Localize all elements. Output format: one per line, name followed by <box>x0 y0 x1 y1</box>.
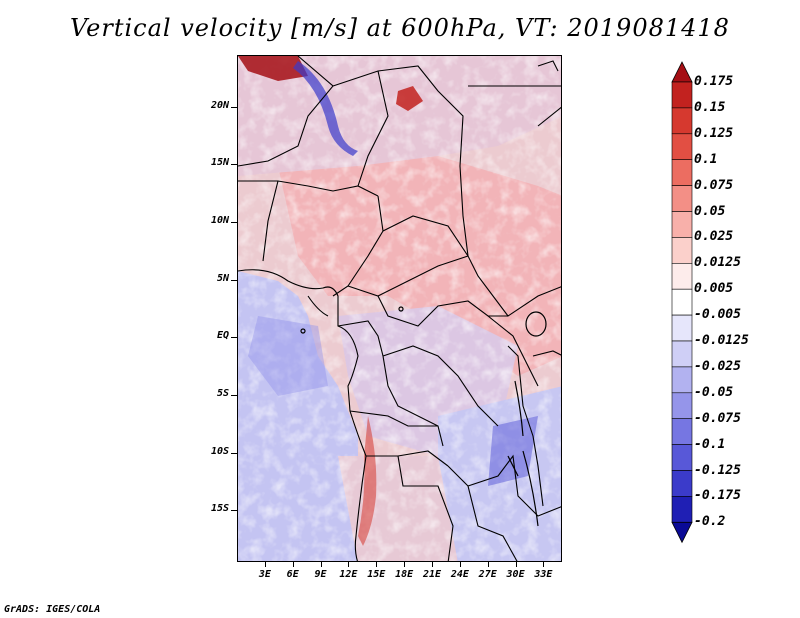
colorbar-box <box>671 470 693 497</box>
lat-tick <box>231 337 237 339</box>
lon-label: 12E <box>339 569 358 580</box>
colorbar-level-label: -0.1 <box>694 436 726 452</box>
lon-label: 30E <box>506 569 525 580</box>
map-plot-area <box>237 55 562 562</box>
colorbar-box <box>671 496 693 523</box>
political-boundaries <box>238 56 561 561</box>
lat-label: 10N <box>210 215 229 227</box>
colorbar-box <box>671 107 693 135</box>
lat-tick <box>231 106 237 108</box>
colorbar-box <box>671 185 693 212</box>
colorbar-box <box>671 159 693 186</box>
lon-label: 6E <box>286 569 299 580</box>
lon-label: 9E <box>314 569 327 580</box>
lon-label: 3E <box>258 569 271 580</box>
lat-label: 20N <box>210 99 229 111</box>
colorbar-box <box>671 263 693 290</box>
gulf-descent-zone <box>248 316 328 396</box>
colorbar-box <box>671 314 693 342</box>
lat-tick <box>231 394 237 396</box>
colorbar-level-label: -0.05 <box>694 384 734 400</box>
colorbar-box <box>671 211 693 238</box>
lat-label: 10S <box>210 445 229 457</box>
lon-tick <box>487 562 489 567</box>
north-descent-band <box>293 61 358 156</box>
colorbar-box <box>671 133 693 161</box>
colorbar-level-label: 0.05 <box>694 203 726 219</box>
colorbar-level-label: 0.005 <box>694 281 734 297</box>
lat-tick <box>231 279 237 281</box>
lon-tick <box>404 562 406 567</box>
lon-tick <box>543 562 545 567</box>
lon-label: 15E <box>367 569 386 580</box>
colorbar-level-label: -0.005 <box>694 307 741 323</box>
lat-label: 15N <box>210 157 229 169</box>
lat-label: EQ <box>216 330 229 342</box>
colorbar-box <box>671 444 693 471</box>
lon-tick <box>432 562 433 567</box>
lakes <box>300 306 547 527</box>
colorbar-box <box>671 288 693 316</box>
colorbar-box <box>671 340 693 368</box>
colorbar-level-label: 0.1 <box>694 151 718 167</box>
lat-label: 15S <box>210 503 229 515</box>
colorbar-level-label: 0.025 <box>694 229 734 245</box>
lon-tick <box>320 562 322 567</box>
colorbar-max-triangle <box>671 61 693 83</box>
lon-tick <box>264 562 266 567</box>
lon-label: 21E <box>422 569 442 580</box>
colorbar-box <box>671 237 693 264</box>
lat-tick <box>231 222 237 224</box>
colorbar-level-label: -0.0125 <box>694 333 749 348</box>
lat-label: 5N <box>216 272 229 284</box>
colorbar-level-label: -0.075 <box>694 410 741 426</box>
lon-label: 33E <box>534 569 553 580</box>
lat-tick <box>231 510 237 512</box>
colorbar <box>671 61 693 544</box>
lon-tick <box>348 562 350 567</box>
lon-label: 18E <box>395 569 414 580</box>
colorbar-box <box>671 366 693 394</box>
colorbar-box <box>671 418 693 445</box>
lat-tick <box>231 164 237 166</box>
map-title: Vertical velocity [m/s] at 600hPa, VT: 2… <box>70 14 730 42</box>
lat-tick <box>231 452 237 454</box>
colorbar-level-label: -0.175 <box>694 488 741 504</box>
lon-label: 27E <box>478 569 497 580</box>
colorbar-box <box>671 81 693 109</box>
lat-label: 5S <box>216 387 229 399</box>
velocity-field <box>238 56 561 561</box>
colorbar-level-label: -0.025 <box>694 358 741 374</box>
lon-tick <box>515 562 517 567</box>
colorbar-level-label: 0.075 <box>694 177 734 193</box>
footer-credit: GrADS: IGES/COLA <box>4 604 101 615</box>
colorbar-box <box>671 392 693 419</box>
north-ascent-core <box>238 56 308 81</box>
colorbar-level-label: 0.175 <box>694 74 734 89</box>
angola-ascent-streak <box>358 416 377 546</box>
lon-tick <box>376 562 378 567</box>
colorbar-min-triangle <box>671 521 693 544</box>
lon-tick <box>292 562 294 567</box>
lon-tick <box>459 562 461 567</box>
sahara-ascent-spot <box>396 86 423 111</box>
colorbar-level-label: -0.125 <box>694 462 741 478</box>
colorbar-level-label: 0.15 <box>694 99 726 115</box>
lon-label: 24E <box>450 569 469 580</box>
colorbar-level-label: -0.2 <box>694 514 726 530</box>
east-descent-band <box>488 416 538 486</box>
colorbar-level-label: 0.0125 <box>694 255 741 271</box>
colorbar-level-label: 0.125 <box>694 125 734 141</box>
